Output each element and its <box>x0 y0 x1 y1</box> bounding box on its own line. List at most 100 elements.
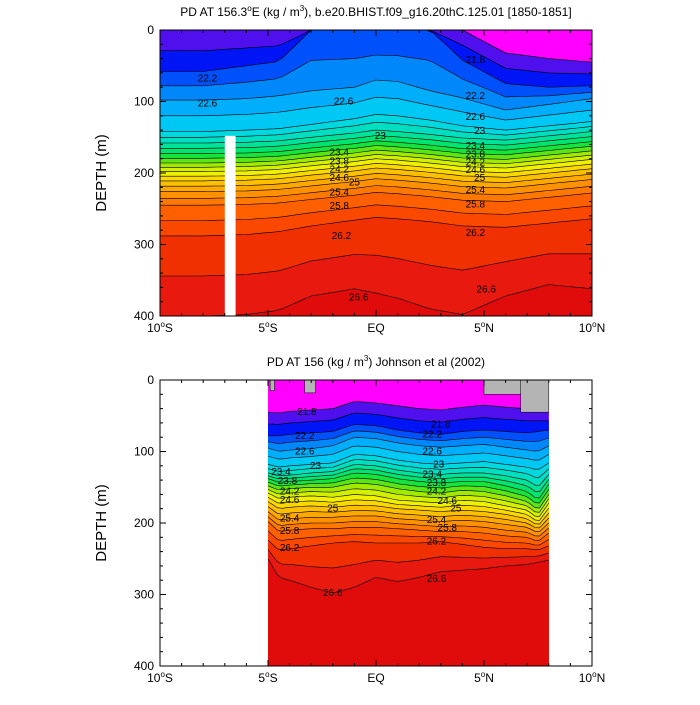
contour-label: 25.4 <box>330 187 350 198</box>
contour-label: 26.2 <box>427 537 447 548</box>
x-tick-label: 5oS <box>258 670 277 685</box>
contour-label: 24.2 <box>330 164 350 175</box>
contour-label: 26.6 <box>323 588 343 599</box>
contour-label: 23.8 <box>278 476 298 487</box>
contour-label: 25.4 <box>466 185 486 196</box>
contour-label: 24.6 <box>330 173 350 184</box>
contour-line <box>267 549 549 569</box>
contour-label: 24.6 <box>466 165 486 176</box>
y-tick-label: 400 <box>134 309 154 323</box>
y-axis-label: DEPTH (m) <box>93 484 110 562</box>
contour-line <box>267 488 550 513</box>
contour-label: 22.2 <box>295 431 315 442</box>
contour-label: 21.8 <box>431 419 451 430</box>
y-tick-label: 300 <box>134 588 154 602</box>
contour-label: 23.4 <box>271 467 291 478</box>
contour-line <box>267 492 550 517</box>
contour-line <box>267 437 549 452</box>
contour-label: 22.2 <box>422 429 442 440</box>
y-tick-label: 100 <box>134 445 154 459</box>
x-tick-label: 10oS <box>147 320 173 335</box>
contour-line <box>267 530 549 546</box>
chart-title: PD AT 156.3oE (kg / m3), b.e20.BHIST.f09… <box>180 4 571 19</box>
contour-label: 23.8 <box>427 478 447 489</box>
x-tick-label: EQ <box>367 321 384 335</box>
contour-label: 22.2 <box>198 74 218 85</box>
contour-line <box>160 30 592 75</box>
contour-line <box>267 501 550 525</box>
band-fill <box>160 284 592 316</box>
contour-line <box>160 54 592 98</box>
contour-line <box>267 558 549 594</box>
band-fill <box>268 558 549 666</box>
y-tick-label: 0 <box>147 373 154 387</box>
contour-label: 23.4 <box>330 147 350 158</box>
contour-line <box>267 506 550 529</box>
contour-label: 25.4 <box>280 514 300 525</box>
contour-label: 24.2 <box>466 157 486 168</box>
x-tick-label: 10oS <box>147 670 173 685</box>
contour-label: 22.2 <box>466 91 486 102</box>
chart-title: PD AT 156 (kg / m3) Johnson et al (2002) <box>267 354 485 369</box>
contour-label: 25.4 <box>427 515 447 526</box>
contour-label: 26.6 <box>476 285 496 296</box>
contour-line <box>267 464 550 486</box>
y-tick-label: 300 <box>134 238 154 252</box>
contour-line <box>267 401 549 414</box>
contour-line <box>160 96 592 121</box>
y-tick-label: 400 <box>134 659 154 673</box>
contour-label: 25.8 <box>280 526 300 537</box>
y-tick-label: 100 <box>134 95 154 109</box>
contour-line <box>267 430 549 444</box>
contour-label: 22.6 <box>466 112 486 123</box>
contour-line <box>267 497 550 521</box>
y-tick-label: 200 <box>134 516 154 530</box>
contour-label: 26.6 <box>427 574 447 585</box>
contour-label: 23.4 <box>422 469 442 480</box>
x-tick-label: 10oN <box>579 320 605 335</box>
contour-label: 25 <box>327 504 339 515</box>
contour-line <box>267 454 549 470</box>
missing-data-region <box>304 380 316 394</box>
contour-line <box>267 516 549 537</box>
contour-line <box>267 511 550 533</box>
contour-label: 25 <box>474 173 486 184</box>
missing-data-region <box>269 380 275 391</box>
contour-label: 25 <box>349 177 361 188</box>
contour-label: 21.8 <box>297 407 317 418</box>
y-tick-label: 0 <box>147 23 154 37</box>
contour-line <box>160 114 592 132</box>
contour-label: 25.8 <box>466 199 486 210</box>
contour-line <box>160 30 592 88</box>
contour-line <box>160 79 592 111</box>
contour-label: 23.8 <box>466 149 486 160</box>
contour-line <box>160 30 592 63</box>
contour-line <box>267 468 550 493</box>
contour-label: 23 <box>474 126 486 137</box>
contour-label: 22.6 <box>295 447 315 458</box>
contour-label: 23 <box>310 461 322 472</box>
contour-line <box>267 472 550 499</box>
contour-label: 23 <box>433 459 445 470</box>
contour-label: 24.6 <box>438 496 458 507</box>
missing-data-band <box>224 135 236 316</box>
contour-line <box>267 412 549 425</box>
x-tick-label: 5oN <box>474 320 494 335</box>
contour-line <box>267 445 549 461</box>
contour-label: 22.6 <box>422 447 442 458</box>
contour-label: 25.8 <box>438 523 458 534</box>
contour-line <box>267 482 550 509</box>
contour-label: 21.8 <box>466 55 486 66</box>
contour-label: 23 <box>375 131 387 142</box>
y-tick-label: 200 <box>134 166 154 180</box>
contour-label: 23.8 <box>330 157 350 168</box>
contour-label: 24.2 <box>280 487 300 498</box>
contour-label: 25.8 <box>330 201 350 212</box>
missing-data-region <box>520 380 550 413</box>
